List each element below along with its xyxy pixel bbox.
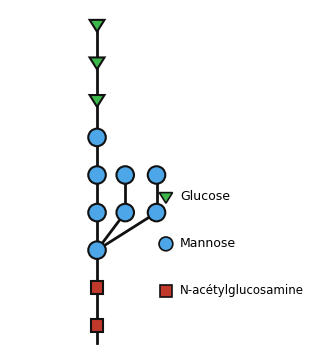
- Polygon shape: [90, 57, 105, 69]
- Polygon shape: [90, 95, 105, 107]
- Text: Glucose: Glucose: [180, 190, 230, 203]
- Polygon shape: [159, 193, 172, 203]
- Text: N-acétylglucosamine: N-acétylglucosamine: [180, 284, 304, 298]
- Bar: [160, 285, 172, 297]
- Circle shape: [148, 204, 165, 221]
- Circle shape: [88, 166, 106, 184]
- Text: Mannose: Mannose: [180, 237, 236, 250]
- Polygon shape: [90, 20, 105, 32]
- Bar: [91, 319, 103, 331]
- Bar: [91, 281, 103, 294]
- Circle shape: [159, 237, 173, 251]
- Circle shape: [88, 129, 106, 146]
- Circle shape: [88, 241, 106, 259]
- Circle shape: [88, 204, 106, 221]
- Circle shape: [116, 204, 134, 221]
- Circle shape: [116, 166, 134, 184]
- Circle shape: [148, 166, 165, 184]
